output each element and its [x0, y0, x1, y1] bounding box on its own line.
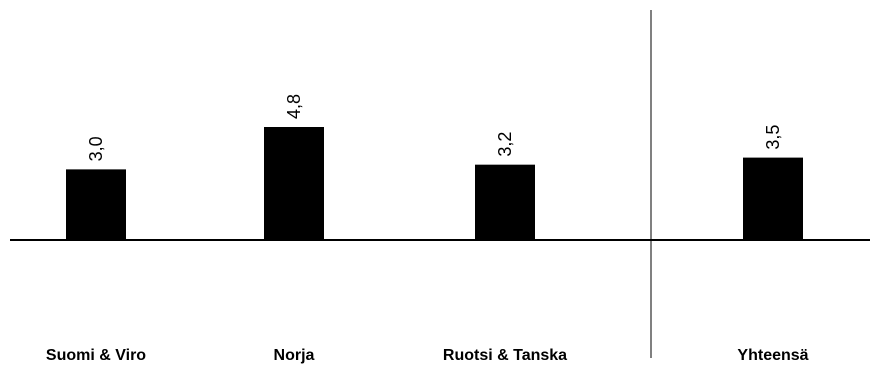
category-label-norja: Norja — [274, 347, 315, 364]
category-label-yhteensä: Yhteensä — [737, 347, 808, 364]
value-label-yhteensä: 3,5 — [763, 125, 783, 150]
category-label-group: Suomi & Viro Norja Ruotsi & Tanska Yhteensä — [46, 347, 809, 364]
category-label-ruotsi-tanska: Ruotsi & Tanska — [443, 347, 567, 364]
bar-suomi-viro — [66, 169, 126, 240]
value-label-group: 3,0 4,8 3,2 3,5 — [86, 94, 783, 161]
bar-norja — [264, 127, 324, 240]
bar-ruotsi-tanska — [475, 164, 535, 240]
category-label-suomi-viro: Suomi & Viro — [46, 347, 146, 364]
value-label-suomi-viro: 3,0 — [86, 136, 106, 161]
value-label-norja: 4,8 — [284, 94, 304, 119]
bar-yhteensä — [743, 157, 803, 240]
bar-group — [66, 127, 803, 240]
value-label-ruotsi-tanska: 3,2 — [495, 132, 515, 157]
